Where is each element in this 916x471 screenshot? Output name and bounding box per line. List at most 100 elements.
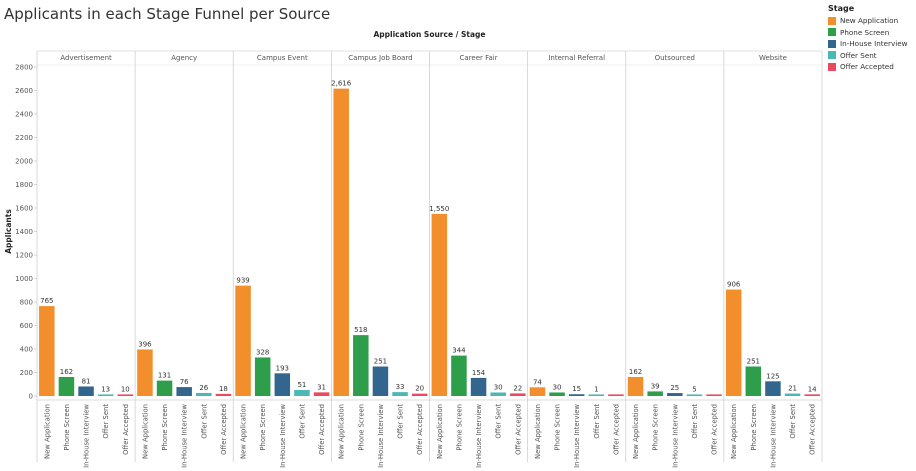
bar	[647, 391, 663, 396]
legend-swatch	[828, 51, 836, 60]
x-tick-label: New Application	[730, 404, 738, 459]
data-label: 154	[472, 369, 486, 377]
bar	[431, 213, 448, 396]
bar	[765, 381, 781, 396]
legend-item: New Application	[828, 15, 914, 27]
bar	[627, 376, 644, 396]
panel-header-label: Campus Job Board	[348, 54, 412, 62]
data-label: 81	[82, 377, 91, 385]
legend-swatch	[828, 28, 836, 37]
data-label: 251	[747, 358, 760, 366]
bar	[196, 392, 212, 396]
bar	[686, 394, 703, 396]
y-tick-label: 2800	[15, 64, 33, 72]
legend-label: Phone Screen	[840, 27, 890, 37]
data-label: 5	[692, 385, 696, 393]
x-tick-label: Phone Screen	[554, 404, 562, 451]
x-tick-label: Phone Screen	[750, 404, 758, 451]
bar	[568, 394, 585, 396]
x-tick-label: Offer Accepted	[318, 404, 326, 455]
data-label: 251	[374, 358, 387, 366]
panel-header-label: Website	[759, 54, 787, 62]
legend-title: Stage	[828, 4, 855, 13]
bar	[333, 88, 349, 397]
bar	[117, 394, 134, 396]
x-tick-label: In-House Interview	[377, 404, 385, 468]
x-tick-label: In-House Interview	[83, 404, 91, 468]
bar	[784, 393, 801, 396]
y-axis-label: Applicants	[4, 209, 13, 254]
bar	[725, 289, 742, 396]
legend-item: Offer Accepted	[828, 61, 914, 73]
data-label: 31	[317, 383, 326, 391]
x-tick-label: Phone Screen	[357, 404, 365, 451]
data-label: 14	[808, 385, 817, 393]
data-label: 51	[297, 381, 306, 389]
panel-header-label: Agency	[171, 54, 197, 62]
data-label: 328	[256, 348, 269, 356]
data-label: 1	[594, 385, 598, 393]
bar	[294, 390, 310, 396]
bar	[97, 394, 114, 396]
y-tick-label: 2000	[15, 158, 33, 166]
panel-header-label: Campus Event	[257, 54, 308, 62]
bar	[706, 394, 722, 396]
bar	[392, 392, 408, 396]
bar	[78, 386, 94, 396]
data-label: 15	[572, 385, 581, 393]
x-tick-label: Phone Screen	[63, 404, 71, 451]
bar	[353, 335, 369, 396]
x-tick-label: Offer Sent	[593, 404, 601, 439]
bar	[529, 387, 546, 396]
data-label: 765	[40, 297, 53, 305]
x-tick-label: Offer Sent	[298, 404, 306, 439]
data-label: 21	[788, 385, 797, 393]
bar	[176, 387, 192, 396]
bar	[39, 306, 55, 396]
x-tick-label: New Application	[436, 404, 444, 459]
y-tick-label: 1000	[15, 275, 33, 283]
x-tick-label: Phone Screen	[161, 404, 169, 451]
legend-swatch	[828, 62, 836, 71]
data-label: 10	[121, 385, 130, 393]
bar	[804, 394, 820, 396]
x-tick-label: In-House Interview	[573, 404, 581, 468]
legend-label: New Application	[840, 16, 899, 26]
bar	[745, 366, 762, 396]
data-label: 39	[651, 382, 660, 390]
bar	[588, 394, 605, 396]
y-tick-label: 2200	[15, 134, 33, 142]
legend-swatch	[828, 39, 836, 48]
y-tick-label: 800	[20, 299, 33, 307]
legend-label: In-House Interview	[840, 39, 908, 49]
panel-header-label: Outsourced	[655, 54, 695, 62]
data-label: 125	[766, 372, 779, 380]
bar	[608, 394, 624, 396]
x-tick-label: Offer Accepted	[809, 404, 817, 455]
data-label: 22	[513, 384, 522, 392]
x-tick-label: New Application	[43, 404, 51, 459]
data-label: 20	[415, 385, 424, 393]
bar	[156, 380, 173, 396]
data-label: 18	[219, 385, 228, 393]
y-tick-label: 600	[20, 322, 33, 330]
y-tick-label: 2600	[15, 87, 33, 95]
x-tick-label: Offer Accepted	[711, 404, 719, 455]
legend-items: New Application Phone Screen In-House Inte…	[828, 15, 914, 73]
bar	[470, 377, 487, 396]
data-label: 2,616	[331, 80, 352, 88]
x-tick-label: Offer Sent	[102, 404, 110, 439]
data-label: 74	[533, 378, 542, 386]
bar	[254, 357, 271, 396]
bar	[235, 285, 251, 396]
x-tick-label: New Application	[338, 404, 346, 459]
x-tick-label: New Application	[632, 404, 640, 459]
x-tick-label: In-House Interview	[671, 404, 679, 468]
x-tick-label: In-House Interview	[769, 404, 777, 468]
x-tick-label: Offer Accepted	[220, 404, 228, 455]
x-tick-label: Offer Sent	[200, 404, 208, 439]
data-label: 26	[199, 384, 208, 392]
x-tick-label: Phone Screen	[259, 404, 267, 451]
bar	[667, 393, 683, 396]
